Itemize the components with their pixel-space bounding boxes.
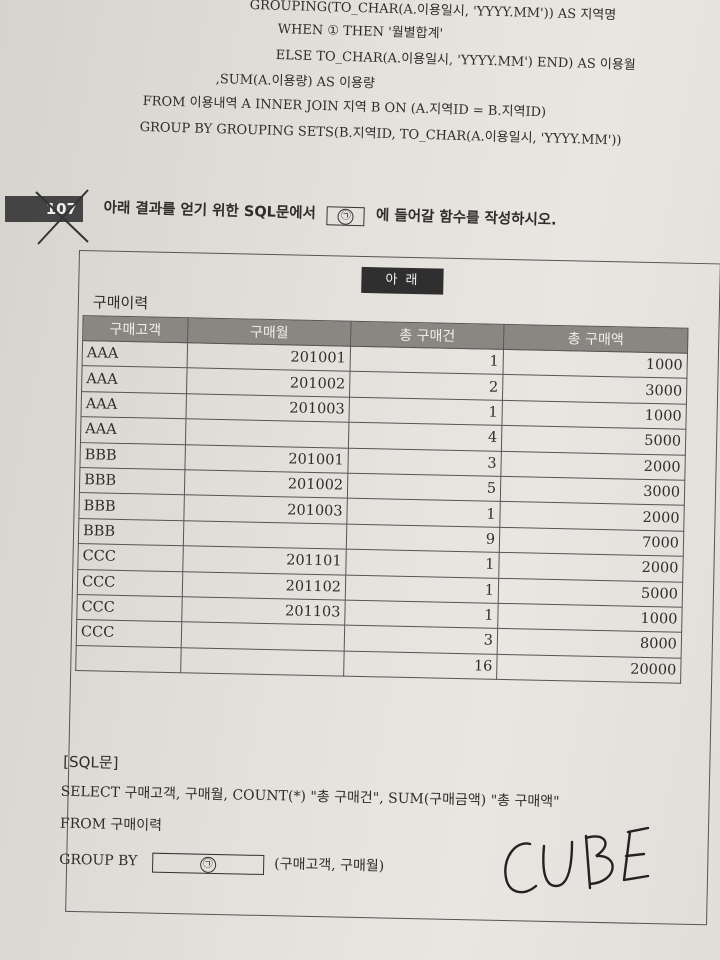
box-title: 아 래 (361, 266, 444, 295)
table-cell: AAA (82, 340, 188, 369)
code-line: WHEN ① THEN '월별합계' (277, 21, 444, 42)
table-cell: 2000 (498, 552, 684, 582)
table-cell: 201003 (183, 495, 348, 524)
table-cell: CCC (76, 594, 183, 623)
sql-heading: [SQL문] (63, 752, 119, 772)
sql-from-line: FROM 구매이력 (59, 815, 163, 834)
table-cell: 3 (344, 625, 498, 655)
table-cell: 1 (345, 574, 499, 604)
table-cell: 201102 (182, 571, 346, 601)
table-cell (185, 418, 349, 448)
table-cell: 1 (344, 600, 499, 629)
table-cell: 3000 (500, 476, 685, 506)
table-label: 구매이력 (92, 293, 149, 313)
groupby-columns: (구매고객, 구매월) (274, 856, 385, 875)
table-cell: 2 (349, 371, 503, 401)
sql-select-line: SELECT 구매고객, 구매월, COUNT(*) "총 구매건", SUM(… (60, 783, 560, 811)
table-cell (183, 520, 347, 550)
table-cell: AAA (81, 391, 187, 419)
table-cell: 2000 (500, 450, 686, 481)
question-text: 아래 결과를 얻기 위한 SQL문에서 ㉠ 에 들어갈 함수를 작성하시오. (103, 196, 557, 232)
code-line: ,SUM(A.이용량) AS 이용량 (215, 71, 376, 92)
table-cell: 20000 (496, 654, 682, 684)
cross-out-mark (35, 189, 89, 245)
table-cell: 1 (346, 498, 501, 528)
table-cell: 201101 (182, 545, 347, 575)
table-cell: 1000 (501, 400, 687, 430)
table-cell: 8000 (497, 628, 682, 658)
table-cell: 9 (346, 523, 500, 553)
table-cell: 1 (350, 346, 504, 375)
table-cell: 1 (345, 549, 500, 578)
table-cell: 5 (347, 473, 501, 502)
table-cell (181, 622, 345, 651)
table-cell: 2000 (499, 501, 685, 531)
table-cell: 5000 (501, 425, 686, 455)
table-cell: BBB (79, 442, 186, 470)
handwritten-answer (504, 826, 650, 894)
table-cell: 201001 (187, 342, 351, 372)
sql-blank-symbol: ㉠ (199, 856, 216, 873)
table-cell: BBB (79, 467, 185, 496)
table-cell: 4 (348, 422, 502, 451)
table-cell: AAA (80, 416, 186, 445)
table-cell: 3000 (502, 374, 687, 405)
table-cell: BBB (78, 518, 184, 546)
code-line: GROUP BY GROUPING SETS(B.지역ID, TO_CHAR(A… (139, 119, 622, 149)
column-header: 구매고객 (82, 315, 189, 343)
sql-groupby-line: GROUP BY ㉠ (구매고객, 구매월) (59, 849, 384, 878)
table-cell: 5000 (498, 577, 683, 608)
table-cell: 201002 (184, 469, 348, 499)
column-header: 총 구매액 (503, 324, 688, 354)
table-cell: 201103 (181, 596, 346, 626)
table-cell: 201002 (186, 368, 351, 397)
table-cell: 1000 (502, 349, 688, 379)
question-text-after: 에 들어갈 함수를 작성하시오. (375, 207, 557, 229)
table-cell: 16 (343, 650, 498, 680)
table-cell: CCC (77, 569, 183, 597)
code-line: ELSE TO_CHAR(A.이용일시, 'YYYY.MM') END) AS … (275, 47, 636, 74)
sql-blank-box: ㉠ (151, 852, 264, 876)
table-cell (75, 645, 182, 673)
question-text-before: 아래 결과를 얻기 위한 SQL문에서 (103, 199, 317, 222)
table-cell: 1000 (497, 603, 683, 633)
code-line: FROM 이용내역 A INNER JOIN 지역 B ON (A.지역ID =… (142, 93, 547, 121)
table-cell: 201003 (185, 393, 350, 423)
table-cell: CCC (77, 543, 184, 572)
column-header: 총 구매건 (350, 321, 505, 350)
table-cell: 201001 (184, 444, 349, 474)
table-cell: 3 (347, 447, 502, 477)
purchase-history-table: 구매고객 구매월 총 구매건 총 구매액 AAA 201001 1 1000 AAA 20… (75, 315, 688, 684)
column-header: 구매월 (187, 317, 352, 347)
blank-symbol: ㉠ (337, 208, 355, 225)
table-cell: BBB (78, 492, 185, 521)
groupby-keyword: GROUP BY (59, 851, 138, 870)
blank-box: ㉠ (326, 206, 366, 227)
table-cell: AAA (81, 365, 188, 394)
table-cell: 1 (348, 396, 503, 426)
table-cell: CCC (76, 619, 182, 648)
table-cell (180, 647, 345, 677)
table-cell: 7000 (499, 527, 684, 557)
